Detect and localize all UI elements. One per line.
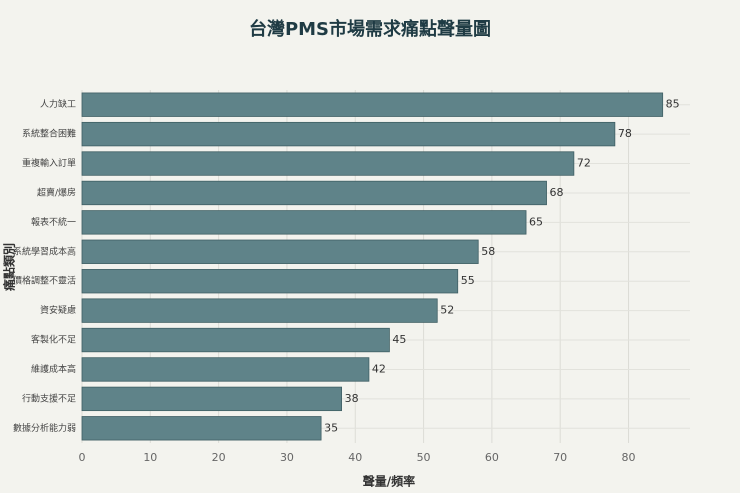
value-label: 68 [550,186,564,199]
value-label: 85 [666,98,680,111]
value-label: 78 [618,127,632,140]
x-tick-label: 50 [417,451,431,464]
value-label: 52 [440,304,454,317]
x-tick-label: 10 [143,451,157,464]
x-tick-label: 80 [622,451,636,464]
value-label: 38 [345,392,359,405]
value-label: 58 [481,245,495,258]
value-label: 45 [392,333,406,346]
y-tick-label: 價格調整不靈活 [13,275,76,287]
y-tick-label: 行動支援不足 [22,392,76,404]
bar [81,298,438,323]
x-tick-label: 40 [348,451,362,464]
y-tick-label: 人力缺工 [40,98,76,110]
y-axis-title: 痛點類別 [2,243,17,292]
y-tick-label: 系統學習成本高 [13,245,76,257]
bar [81,327,390,353]
bar [81,92,664,117]
value-label: 35 [324,421,338,434]
x-tick-label: 60 [485,451,499,464]
x-axis-title: 聲量/頻率 [363,474,415,489]
y-tick-label: 資安疑慮 [40,304,76,316]
y-tick-label: 超賣/爆房 [37,186,76,198]
value-label: 55 [461,274,475,287]
y-tick-label: 維護成本高 [31,363,76,375]
y-tick-label: 系統整合困難 [22,128,76,140]
bar [81,180,547,206]
x-tick-label: 0 [79,451,86,464]
bar [81,357,370,382]
y-tick-label: 客製化不足 [31,334,76,346]
bar [81,239,479,264]
y-tick-label: 報表不統一 [31,216,76,228]
bar [81,386,342,412]
value-label: 72 [577,157,591,170]
x-tick-label: 70 [553,451,567,464]
bar [81,416,322,441]
bar [81,269,459,294]
y-tick-label: 數據分析能力弱 [13,422,76,434]
value-label: 42 [372,362,386,375]
chart-title: 台灣PMS市場需求痛點聲量圖 [249,18,491,40]
y-tick-label: 重複輸入訂單 [22,157,76,169]
x-tick-label: 20 [212,451,226,464]
bar [81,210,527,235]
bar [81,121,616,147]
bar [81,151,575,176]
value-label: 65 [529,215,543,228]
x-tick-label: 30 [280,451,294,464]
